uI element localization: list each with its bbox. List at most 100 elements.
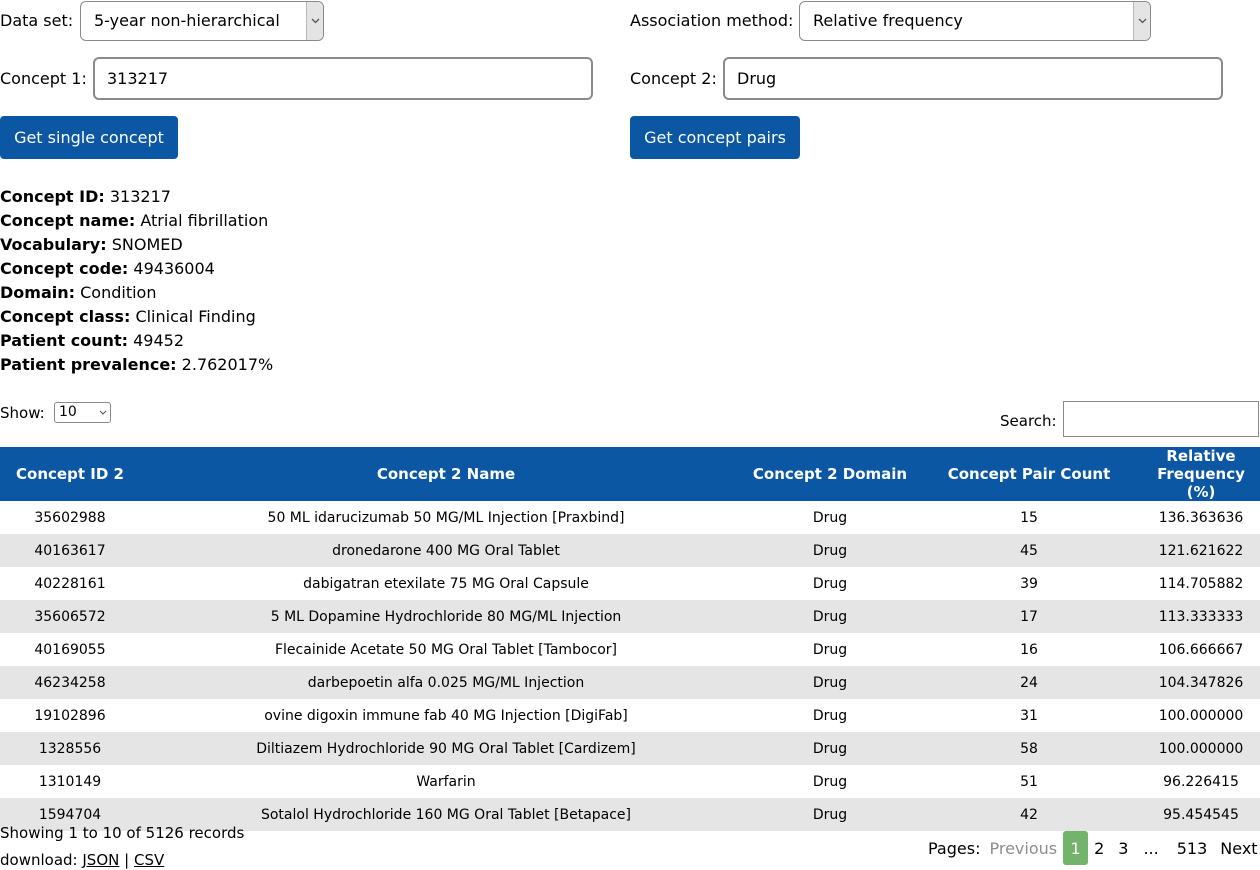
pagination: Pages: Previous 1 2 3 ... 513 Next [928,831,1258,865]
cell-concept-pair-count: 51 [1020,773,1038,790]
column-header-concept-id-2[interactable]: Concept ID 2 [0,447,140,501]
pagination-next[interactable]: Next [1220,838,1258,858]
table-row: 40163617 dronedarone 400 MG Oral Tablet Dr… [0,534,1260,567]
cell-concept-2-name: Diltiazem Hydrochloride 90 MG Oral Table… [140,732,752,765]
search-input[interactable] [1063,401,1259,437]
download-csv-link[interactable]: CSV [133,851,165,869]
cell-concept-id-2: 46234258 [0,666,140,699]
pagination-page-current[interactable]: 1 [1063,831,1089,865]
cell-concept-2-name: darbepoetin alfa 0.025 MG/ML Injection [140,666,752,699]
table-row: 40169055 Flecainide Acetate 50 MG Oral Ta… [0,633,1260,666]
cell-concept-id-2: 1310149 [38,773,102,790]
cell-concept-pair-count: 42 [908,798,1150,831]
table-row: 1328556 Diltiazem Hydrochloride 90 MG Ora… [0,732,1260,765]
concept2-label: Concept 2: [630,69,717,88]
method-select[interactable]: Relative frequency [799,1,1151,41]
method-label: Association method: [630,11,794,30]
table-row: 46234258 darbepoetin alfa 0.025 MG/ML Inj… [0,666,1260,699]
concept-info-row: Patient prevalence: 2.762017% [0,353,273,377]
cell-concept-2-name: ovine digoxin immune fab 40 MG Injection… [264,707,628,724]
concept-info-row: Concept code: 49436004 [0,257,273,281]
cell-concept-pair-count: 24 [908,666,1150,699]
cell-relative-frequency: 100.000000 [1150,732,1260,765]
cell-concept-id-2: 1328556 [0,732,140,765]
cell-concept-2-domain: Drug [752,666,908,699]
page-size-select[interactable]: 10 [54,402,111,423]
cell-concept-pair-count: 45 [908,534,1150,567]
cell-concept-2-domain: Drug [752,732,908,765]
concept-info-row: Concept ID: 313217 [0,185,273,209]
chevron-down-icon [1133,2,1150,40]
concept1-input[interactable] [93,57,593,100]
concept-info-label: Concept ID: [0,187,105,206]
concept2-input[interactable] [723,57,1223,100]
cell-concept-pair-count: 31 [1020,707,1038,724]
page-size-value: 10 [59,404,77,420]
download-separator: | [124,851,130,869]
show-label: Show: [0,404,45,422]
cell-concept-pair-count: 15 [1020,509,1038,526]
column-header-concept-2-name[interactable]: Concept 2 Name [140,447,752,501]
cell-relative-frequency: 113.333333 [1150,600,1260,633]
cell-concept-2-domain: Drug [752,534,908,567]
concept1-label: Concept 1: [0,69,87,88]
concept-info-label: Patient prevalence: [0,355,177,374]
table-row: 1310149 Warfarin Drug 51 96.226415 [0,765,1260,798]
concept-info-row: Vocabulary: SNOMED [0,233,273,257]
table-row: 35602988 50 ML idarucizumab 50 MG/ML Inje… [0,501,1260,534]
concept-info: Concept ID: 313217 Concept name: Atrial … [0,185,273,377]
concept-info-label: Concept name: [0,211,136,230]
cell-concept-2-domain: Drug [812,509,848,526]
cell-concept-pair-count: 39 [1020,575,1038,592]
cell-concept-2-domain: Drug [812,641,848,658]
dataset-select[interactable]: 5-year non-hierarchical [80,1,324,41]
cell-concept-pair-count: 17 [908,600,1150,633]
concept-info-value: 49436004 [133,259,215,278]
column-header-relative-frequency[interactable]: Relative Frequency (%) [1150,447,1260,501]
download-links: download: JSON | CSV [0,850,164,870]
table-header-row: Concept ID 2 Concept 2 Name Concept 2 Do… [0,447,1260,501]
cell-relative-frequency: 106.666667 [1158,641,1244,658]
concept-info-value: Clinical Finding [135,307,256,326]
table-row: 40228161 dabigatran etexilate 75 MG Oral … [0,567,1260,600]
cell-concept-2-name: 50 ML idarucizumab 50 MG/ML Injection [P… [267,509,625,526]
get-single-concept-button[interactable]: Get single concept [0,116,178,159]
concept-info-value: 313217 [109,187,171,206]
chevron-down-icon [99,403,107,422]
concept-info-value: SNOMED [111,235,183,254]
search-label: Search: [1000,412,1057,430]
concept-info-label: Concept class: [0,307,131,326]
cell-concept-2-name: Warfarin [416,773,476,790]
cell-concept-2-name: dabigatran etexilate 75 MG Oral Capsule [303,575,589,592]
pagination-previous[interactable]: Previous [989,838,1058,858]
concept-info-label: Domain: [0,283,76,302]
cell-concept-id-2: 1594704 [0,798,140,831]
table-row: 1594704 Sotalol Hydrochloride 160 MG Oral… [0,798,1260,831]
concept-info-label: Patient count: [0,331,128,350]
cell-concept-2-domain: Drug [752,600,908,633]
cell-concept-2-domain: Drug [812,773,848,790]
dataset-select-value: 5-year non-hierarchical [94,11,280,30]
concept-info-value: 2.762017% [181,355,274,374]
pagination-label: Pages: [928,838,981,858]
cell-relative-frequency: 104.347826 [1150,666,1260,699]
pagination-page[interactable]: 3 [1118,838,1129,858]
pagination-page[interactable]: 2 [1094,838,1105,858]
cell-relative-frequency: 95.454545 [1150,798,1260,831]
pagination-ellipsis: ... [1143,838,1159,858]
cell-concept-2-domain: Drug [812,707,848,724]
get-concept-pairs-button[interactable]: Get concept pairs [630,116,800,159]
download-json-link[interactable]: JSON [82,851,120,869]
cell-concept-id-2: 35602988 [34,509,106,526]
column-header-concept-pair-count[interactable]: Concept Pair Count [908,447,1150,501]
concept-pairs-table: Concept ID 2 Concept 2 Name Concept 2 Do… [0,447,1260,831]
column-header-concept-2-domain[interactable]: Concept 2 Domain [752,447,908,501]
cell-concept-2-domain: Drug [752,798,908,831]
concept-info-value: Atrial fibrillation [140,211,269,230]
cell-concept-pair-count: 16 [1020,641,1038,658]
pagination-page-last[interactable]: 513 [1176,838,1208,858]
cell-concept-2-name: 5 ML Dopamine Hydrochloride 80 MG/ML Inj… [140,600,752,633]
concept-info-row: Concept class: Clinical Finding [0,305,273,329]
concept-info-label: Vocabulary: [0,235,107,254]
cell-relative-frequency: 96.226415 [1163,773,1239,790]
